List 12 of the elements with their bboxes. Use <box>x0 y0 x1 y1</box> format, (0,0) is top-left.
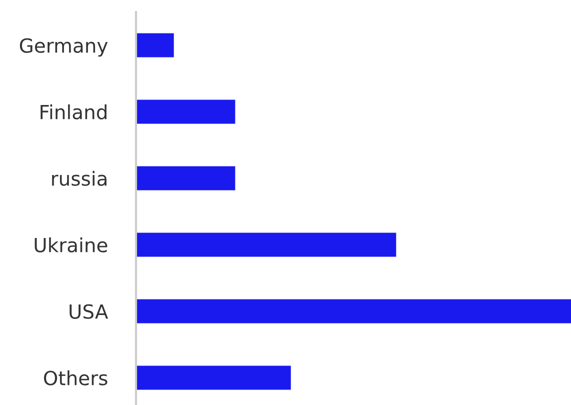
bar <box>136 33 174 58</box>
y-tick-label: Finland <box>40 104 106 120</box>
bar <box>136 366 291 390</box>
bar <box>136 299 571 324</box>
y-tick-label: USA <box>70 304 108 319</box>
y-tick-label: Germany <box>20 38 108 57</box>
y-tick-label: Ukraine <box>34 237 108 252</box>
y-tick-label: russia <box>52 170 106 186</box>
bar <box>136 100 236 124</box>
bar <box>136 232 396 257</box>
y-tick-label: Others <box>44 370 108 386</box>
bar <box>136 166 236 190</box>
